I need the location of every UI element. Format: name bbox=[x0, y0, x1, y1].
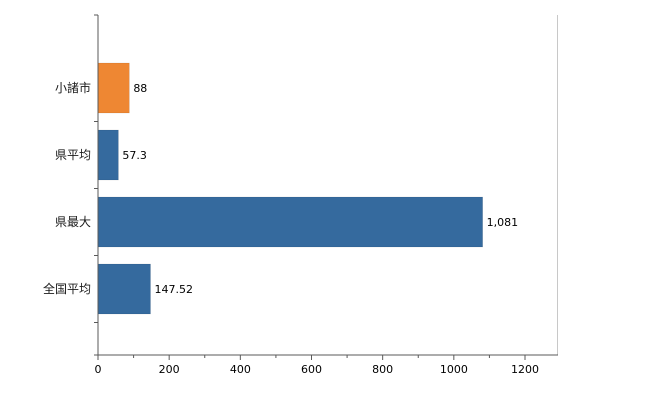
bar-0 bbox=[97, 62, 130, 114]
category-label-2: 県最大 bbox=[55, 215, 91, 229]
bar-value-label-2: 1,081 bbox=[487, 216, 519, 229]
x-axis-tick-label-0: 0 bbox=[95, 363, 102, 376]
bar-value-label-1: 57.3 bbox=[122, 149, 147, 162]
x-axis-tick-label-1: 200 bbox=[159, 363, 180, 376]
x-axis-tick-label-4: 800 bbox=[372, 363, 393, 376]
x-axis-tick-label-3: 600 bbox=[301, 363, 322, 376]
bar-value-label-0: 88 bbox=[133, 82, 147, 95]
bar-value-label-3: 147.52 bbox=[154, 283, 193, 296]
category-label-1: 県平均 bbox=[55, 148, 91, 162]
x-axis-tick-label-5: 1000 bbox=[440, 363, 468, 376]
category-label-3: 全国平均 bbox=[43, 281, 91, 296]
category-label-0: 小諸市 bbox=[55, 80, 91, 95]
bar-3 bbox=[97, 263, 151, 315]
x-axis-tick-label-6: 1200 bbox=[511, 363, 539, 376]
bar-1 bbox=[97, 129, 119, 181]
x-axis-tick-label-2: 400 bbox=[230, 363, 251, 376]
bar-2 bbox=[97, 196, 483, 248]
